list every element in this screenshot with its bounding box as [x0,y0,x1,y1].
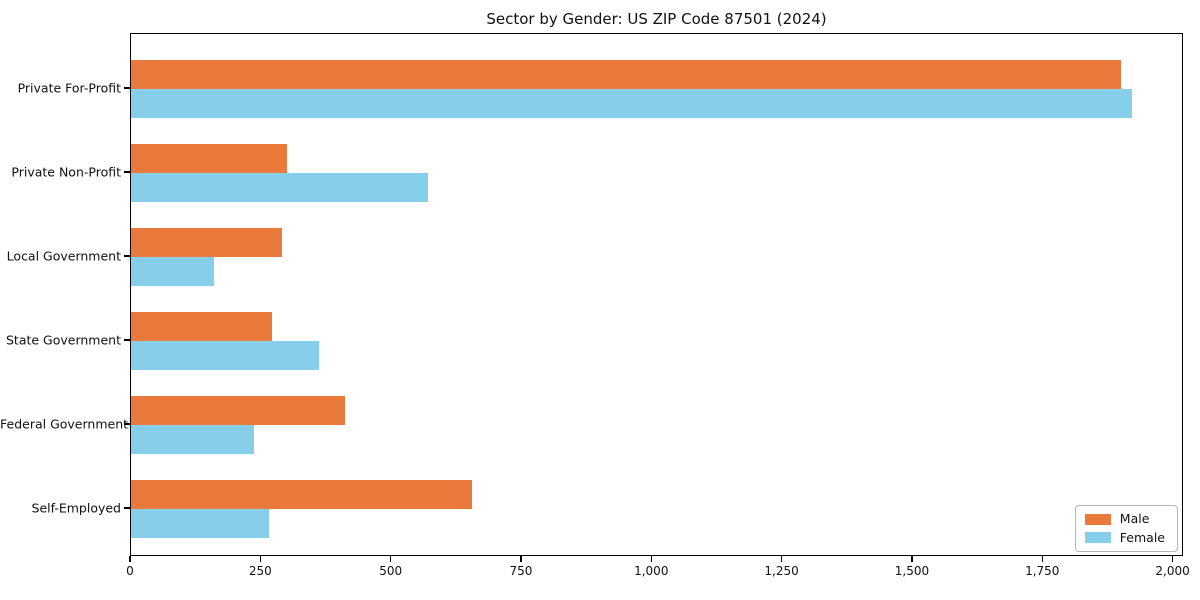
y-category-label: Local Government [6,248,121,264]
legend: Male Female [1074,505,1178,552]
y-tick-mark [124,507,130,509]
x-tick-label: 500 [379,564,403,578]
x-tick-mark [1171,556,1174,562]
x-tick-label: 250 [248,564,272,578]
bar-female-private-for-profit [131,89,1132,118]
bar-male-state-government [131,312,272,341]
y-category-label: Private Non-Profit [11,164,121,180]
bar-female-self-employed [131,509,269,538]
y-category-label: Federal Government [0,416,129,432]
x-tick-mark [520,556,522,562]
bar-female-federal-government [131,425,254,454]
plot-area [130,33,1183,556]
y-category-label: State Government [5,332,121,348]
y-tick-mark [124,171,130,173]
y-tick-mark [124,255,130,257]
bar-male-private-non-profit [131,144,287,173]
x-tick-label: 0 [126,564,134,578]
bar-female-state-government [131,341,319,370]
legend-entry-male: Male [1084,511,1165,526]
legend-entry-female: Female [1084,529,1165,545]
legend-swatch-female [1084,532,1111,544]
bar-female-local-government [131,257,214,286]
x-tick-label: 2,000 [1155,564,1190,578]
bar-male-federal-government [131,396,345,425]
x-tick-label: 1,250 [764,564,799,578]
legend-swatch-male [1084,513,1111,525]
bar-male-local-government [131,228,282,257]
bar-male-private-for-profit [131,60,1121,89]
bar-female-private-non-profit [131,173,428,202]
x-tick-mark [259,556,262,562]
legend-label: Female [1119,529,1165,545]
x-tick-label: 750 [509,564,533,578]
x-tick-label: 1,500 [894,564,930,578]
x-tick-mark [780,556,783,562]
x-tick-mark [1041,556,1043,562]
y-tick-mark [124,423,130,425]
y-category-label: Private For-Profit [17,80,121,96]
y-tick-mark [124,339,130,341]
x-tick-mark [389,556,392,562]
legend-label: Male [1119,511,1150,526]
x-tick-label: 1,000 [634,564,669,578]
x-tick-mark [129,556,131,562]
x-tick-mark [911,556,913,562]
y-tick-mark [124,87,130,89]
x-tick-label: 1,750 [1025,564,1060,578]
x-tick-mark [650,556,653,562]
chart-title: Sector by Gender: US ZIP Code 87501 (202… [486,10,827,28]
y-category-label: Self-Employed [31,500,121,516]
bar-male-self-employed [131,480,472,509]
